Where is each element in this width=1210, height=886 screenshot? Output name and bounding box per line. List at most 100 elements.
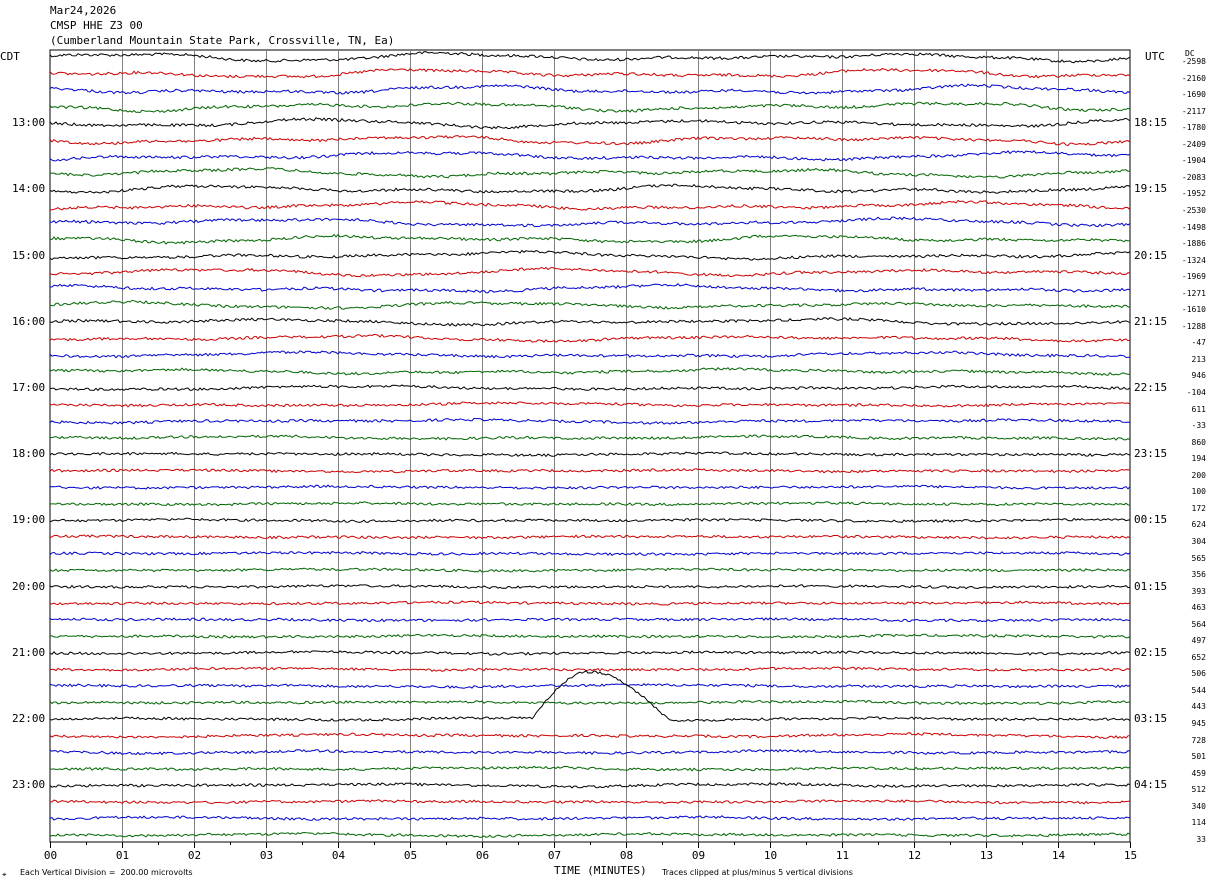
dc-offset-value: -1969 xyxy=(1181,272,1206,282)
dc-offset-value: 213 xyxy=(1191,354,1206,364)
dc-offset-value: 946 xyxy=(1191,371,1206,381)
dc-offset-value: 652 xyxy=(1191,652,1206,662)
dc-offset-value: -2083 xyxy=(1181,172,1206,182)
dc-offset-value: -2530 xyxy=(1181,205,1206,215)
dc-offset-value: 512 xyxy=(1191,785,1206,795)
trace-43 xyxy=(49,748,1131,756)
dc-offset-value: -104 xyxy=(1186,388,1206,397)
trace-33 xyxy=(49,584,1131,590)
trace-5 xyxy=(49,117,1131,130)
trace-8 xyxy=(49,167,1130,179)
dc-offset-value: -1904 xyxy=(1181,156,1206,166)
dc-offset-value: -2117 xyxy=(1181,106,1206,116)
x-axis-title: TIME (MINUTES) xyxy=(554,864,647,877)
right-hour-label: 20:15 xyxy=(1134,248,1168,262)
trace-6 xyxy=(49,134,1131,147)
left-timezone-label: CDT xyxy=(0,50,20,63)
trace-24 xyxy=(49,434,1131,441)
left-hour-label: 14:00 xyxy=(12,182,46,196)
trace-34 xyxy=(49,600,1131,606)
trace-1 xyxy=(49,51,1131,64)
x-tick-label: 00 xyxy=(44,849,57,862)
dc-offset-value: 501 xyxy=(1191,752,1206,762)
dc-offset-value: 33 xyxy=(1196,834,1206,844)
dc-offset-value: 100 xyxy=(1191,487,1206,497)
dc-offset-value: -1498 xyxy=(1181,222,1206,232)
station-location: (Cumberland Mountain State Park, Crossvi… xyxy=(50,34,395,47)
dc-offset-value: 393 xyxy=(1191,586,1206,596)
trace-44 xyxy=(50,765,1131,772)
right-hour-label: 03:15 xyxy=(1134,712,1168,725)
x-tick-label: 14 xyxy=(1052,849,1066,862)
x-tick-label: 03 xyxy=(260,849,273,862)
x-tick-label: 05 xyxy=(404,849,417,862)
dc-offset-value: 565 xyxy=(1191,553,1206,563)
trace-29 xyxy=(49,517,1131,524)
dc-offset-value: 459 xyxy=(1191,768,1206,778)
dc-offset-value: -2598 xyxy=(1181,57,1206,66)
trace-22 xyxy=(49,401,1131,408)
dc-offset-value: 194 xyxy=(1191,454,1206,464)
trace-15 xyxy=(49,282,1131,294)
x-tick-label: 10 xyxy=(764,849,777,862)
dc-offset-value: 624 xyxy=(1191,520,1206,530)
x-tick-label: 11 xyxy=(836,849,849,862)
dc-offset-value: -1288 xyxy=(1181,321,1206,331)
trace-17 xyxy=(49,317,1131,327)
right-hour-label: 04:15 xyxy=(1134,778,1168,792)
trace-18 xyxy=(49,333,1131,343)
right-hour-label: 22:15 xyxy=(1134,381,1168,394)
dc-offset-value: -33 xyxy=(1191,421,1206,431)
dc-offset-value: -1690 xyxy=(1181,90,1206,100)
dc-offset-value: 544 xyxy=(1191,685,1206,695)
right-hour-label: 02:15 xyxy=(1134,645,1168,659)
corner-mark: ⌖ xyxy=(2,870,7,879)
x-tick-label: 07 xyxy=(548,849,561,862)
x-tick-label: 12 xyxy=(908,849,921,862)
left-hour-label: 17:00 xyxy=(12,381,46,394)
dc-offset-value: 114 xyxy=(1191,818,1206,828)
trace-37 xyxy=(49,649,1131,656)
left-hour-label: 23:00 xyxy=(12,778,46,792)
x-tick-label: 02 xyxy=(188,849,201,862)
trace-2 xyxy=(49,68,1131,79)
trace-41 xyxy=(49,670,1131,722)
trace-35 xyxy=(49,617,1131,623)
trace-26 xyxy=(49,468,1131,474)
dc-offset-value: -47 xyxy=(1191,338,1206,348)
station-code: CMSP HHE Z3 00 xyxy=(50,19,143,32)
left-hour-label: 19:00 xyxy=(12,513,46,527)
trace-25 xyxy=(49,451,1131,458)
dc-offset-value: 611 xyxy=(1191,404,1206,414)
right-hour-label: 00:15 xyxy=(1134,513,1168,527)
x-tick-label: 04 xyxy=(332,849,346,862)
trace-47 xyxy=(49,815,1131,821)
trace-42 xyxy=(49,732,1131,739)
trace-16 xyxy=(49,299,1131,310)
trace-12 xyxy=(49,233,1131,245)
trace-23 xyxy=(49,417,1131,425)
trace-28 xyxy=(49,501,1131,507)
trace-30 xyxy=(49,534,1131,540)
left-hour-label: 13:00 xyxy=(12,116,46,130)
dc-offset-value: 564 xyxy=(1191,619,1206,629)
x-tick-label: 15 xyxy=(1124,849,1137,862)
trace-38 xyxy=(49,666,1131,672)
trace-48 xyxy=(49,831,1131,839)
x-tick-label: 06 xyxy=(476,849,489,862)
dc-offset-value: -2160 xyxy=(1181,73,1206,83)
right-hour-label: 01:15 xyxy=(1134,579,1168,593)
scale-note: Each Vertical Division = 200.00 microvol… xyxy=(20,868,193,877)
dc-offset-value: 506 xyxy=(1191,669,1206,679)
dc-offset-value: 860 xyxy=(1191,437,1206,447)
trace-39 xyxy=(49,683,1131,689)
left-hour-label: 20:00 xyxy=(12,579,46,593)
trace-10 xyxy=(49,199,1131,211)
trace-9 xyxy=(49,183,1131,194)
trace-36 xyxy=(49,633,1131,639)
right-hour-label: 18:15 xyxy=(1134,116,1168,130)
trace-27 xyxy=(49,484,1131,490)
dc-offset-value: -2409 xyxy=(1181,139,1206,149)
dc-offset-value: -1780 xyxy=(1181,123,1206,133)
